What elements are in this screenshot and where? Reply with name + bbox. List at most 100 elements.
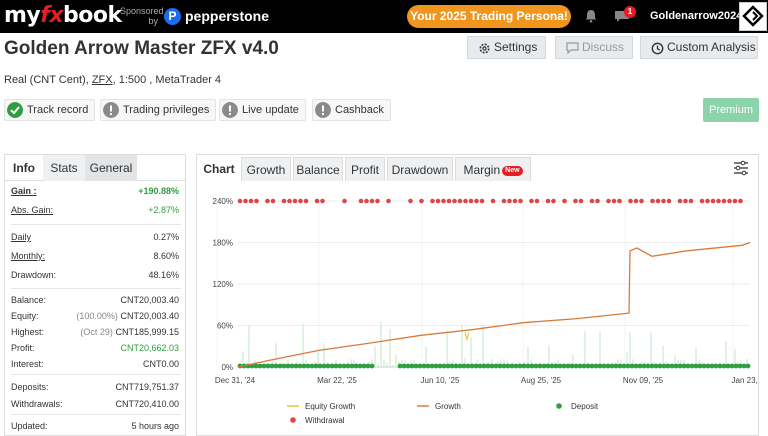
growth-chart[interactable]: 0% 60% 120% 180% 240% Dec 31, '24 Mar 22, '25 J… xyxy=(197,181,758,435)
track-record-badge[interactable]: Track record xyxy=(4,99,96,121)
tab-margin[interactable]: Margin New xyxy=(455,157,531,181)
deposit-marker xyxy=(645,363,651,369)
user-avatar[interactable] xyxy=(739,2,767,31)
deposit-marker xyxy=(517,363,523,369)
tab-stats[interactable]: Stats xyxy=(43,155,85,181)
deposit-marker xyxy=(573,363,579,369)
withdrawal-marker xyxy=(705,198,710,204)
deposit-marker xyxy=(705,363,711,369)
tab-growth[interactable]: Growth xyxy=(241,157,291,181)
live-update-label: Live update xyxy=(242,104,299,116)
deposit-marker xyxy=(481,363,487,369)
deposit-marker xyxy=(285,363,291,369)
tab-balance[interactable]: Balance xyxy=(293,157,343,181)
stat-value: CNT720,410.00 xyxy=(115,399,179,409)
deposit-marker xyxy=(469,363,475,369)
tab-chart[interactable]: Chart xyxy=(199,157,239,181)
deposit-marker xyxy=(685,363,691,369)
bell-icon[interactable] xyxy=(584,9,598,23)
withdrawal-marker xyxy=(430,198,435,204)
premium-button[interactable]: Premium xyxy=(703,98,759,122)
stat-value-group: CNT0.00 xyxy=(143,359,179,369)
pepperstone-logo-icon[interactable]: P xyxy=(164,8,181,25)
stat-row: Gain : +190.88% xyxy=(11,186,181,196)
stat-value-group: CNT720,410.00 xyxy=(115,399,179,409)
custom-analysis-button[interactable]: Custom Analysis xyxy=(640,36,758,59)
check-circle-icon xyxy=(7,102,23,118)
cashback-badge[interactable]: Cashback xyxy=(312,99,391,121)
deposit-marker xyxy=(577,363,583,369)
withdrawal-marker xyxy=(254,198,259,204)
clock-icon xyxy=(651,42,664,55)
deposit-marker xyxy=(325,363,331,369)
withdrawal-marker xyxy=(408,198,413,204)
deposit-marker xyxy=(257,363,263,369)
stat-value: 5 hours ago xyxy=(131,421,179,431)
username-link[interactable]: Goldenarrow2024 xyxy=(650,10,743,22)
stat-label: Abs. Gain: xyxy=(11,205,54,215)
chart-settings-sliders-icon[interactable] xyxy=(733,160,749,176)
trading-privileges-badge[interactable]: Trading privileges xyxy=(100,99,217,121)
stat-row: Updated: 5 hours ago xyxy=(11,421,181,431)
deposit-marker xyxy=(745,363,751,369)
withdrawal-marker xyxy=(265,198,270,204)
stat-row: Monthly: 8.60% xyxy=(11,251,181,261)
deposit-marker xyxy=(413,363,419,369)
deposit-marker xyxy=(277,363,283,369)
withdrawal-marker xyxy=(501,198,507,204)
deposit-marker xyxy=(521,363,527,369)
deposit-marker xyxy=(401,363,407,369)
withdrawal-marker xyxy=(292,198,298,204)
withdrawal-marker xyxy=(732,198,738,204)
tab-profit[interactable]: Profit xyxy=(345,157,385,181)
deposit-marker xyxy=(397,363,403,369)
legend-label: Withdrawal xyxy=(305,416,345,425)
settings-label: Settings xyxy=(494,40,538,54)
withdrawal-marker xyxy=(364,198,369,204)
deposit-marker xyxy=(565,363,571,369)
withdrawal-marker xyxy=(710,198,716,204)
deposit-marker xyxy=(329,363,335,369)
stat-label: Gain : xyxy=(11,186,37,196)
settings-button[interactable]: Settings xyxy=(467,36,546,59)
withdrawal-marker xyxy=(507,198,512,204)
deposit-marker xyxy=(405,363,411,369)
deposit-marker xyxy=(541,363,547,369)
deposit-marker xyxy=(437,363,443,369)
stat-value-group: CNT20,662.03 xyxy=(120,343,179,353)
deposit-marker xyxy=(513,363,519,369)
tab-drawdown[interactable]: Drawdown xyxy=(387,157,453,181)
stat-label: Profit: xyxy=(11,343,35,353)
chart-panel: Chart Growth Balance Profit Drawdown Mar… xyxy=(196,154,759,436)
y-tick-label: 0% xyxy=(221,363,233,372)
deposit-marker xyxy=(629,363,635,369)
withdrawal-marker xyxy=(738,198,743,204)
y-tick-label: 240% xyxy=(213,197,233,206)
stat-label: Drawdown: xyxy=(11,270,57,280)
deposit-marker xyxy=(537,363,543,369)
myfxbook-logo[interactable]: myfxbook xyxy=(4,3,122,29)
trading-persona-button[interactable]: Your 2025 Trading Persona! ↗ xyxy=(407,5,571,46)
deposit-marker xyxy=(601,363,607,369)
stat-value: +2.87% xyxy=(148,205,179,215)
live-update-badge[interactable]: Live update xyxy=(219,99,306,121)
tab-general[interactable]: General xyxy=(85,155,137,181)
stat-value-group: 5 hours ago xyxy=(131,421,179,431)
deposit-marker xyxy=(349,363,355,369)
sponsor-name[interactable]: pepperstone xyxy=(185,8,270,24)
tab-info[interactable]: Info xyxy=(13,161,35,175)
legend-swatch xyxy=(290,417,296,423)
discuss-button[interactable]: Discuss xyxy=(555,36,633,59)
notification-count-badge: 1 xyxy=(624,6,636,18)
withdrawal-marker xyxy=(650,198,655,204)
broker-link[interactable]: ZFX xyxy=(91,74,113,86)
withdrawal-marker xyxy=(375,198,380,204)
deposit-marker xyxy=(305,363,311,369)
deposit-marker xyxy=(337,363,343,369)
deposit-marker xyxy=(677,363,683,369)
stat-value-group: 8.60% xyxy=(153,251,179,261)
withdrawal-marker xyxy=(606,198,611,204)
deposit-marker xyxy=(505,363,511,369)
withdrawal-marker xyxy=(595,198,600,204)
withdrawal-marker xyxy=(243,198,248,204)
